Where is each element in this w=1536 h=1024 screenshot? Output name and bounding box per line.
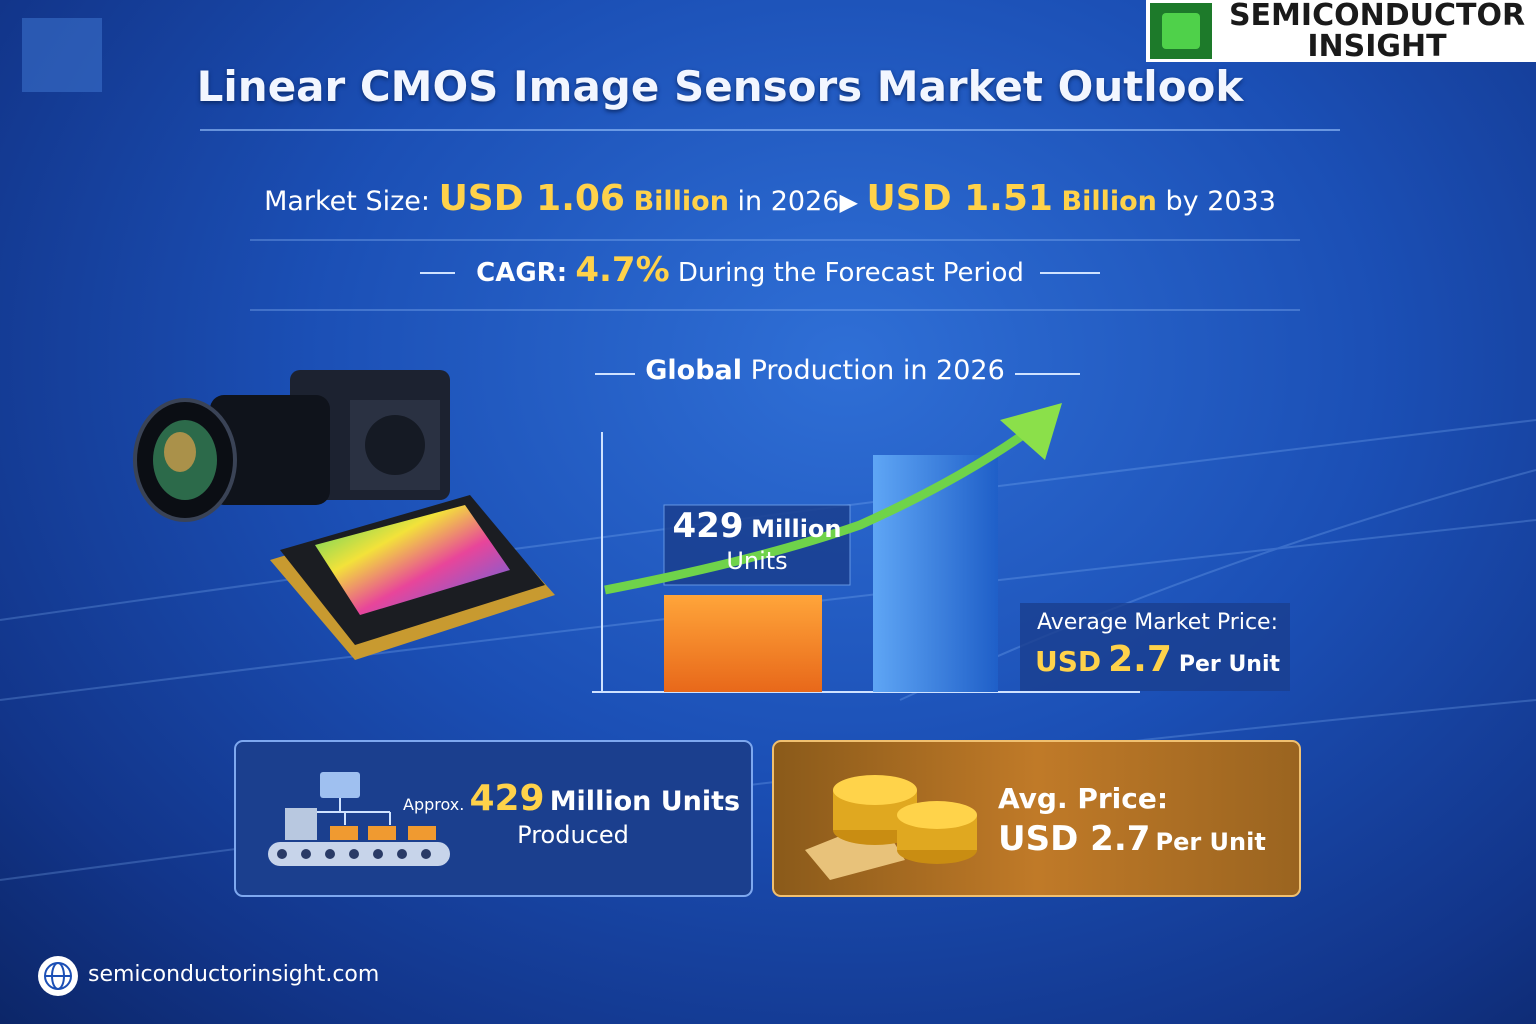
label: CAGR: — [476, 258, 568, 288]
heading-rest: Production in 2026 — [750, 355, 1005, 386]
market-size: Market Size: USD 1.06 Billion in 2026▶ U… — [180, 178, 1360, 219]
label: Average Market Price: — [1036, 610, 1279, 635]
value: USD 1.06 — [438, 178, 625, 219]
unit: Billion — [1061, 186, 1157, 217]
year: in 2026 — [737, 186, 840, 217]
prefix: Approx. — [403, 795, 465, 814]
unit: Million Units — [549, 786, 741, 817]
arrow: ▶ — [839, 188, 858, 216]
year: by 2033 — [1165, 186, 1276, 217]
corner-square — [22, 18, 102, 92]
unit: Billion — [633, 186, 729, 217]
cagr: CAGR: 4.7% During the Forecast Period — [440, 250, 1060, 290]
website-link[interactable]: semiconductorinsight.com — [88, 962, 380, 987]
unit: Per Unit — [1178, 652, 1281, 677]
caption: Produced — [517, 821, 629, 849]
value: USD 2.7 — [998, 819, 1151, 859]
coins-icon — [805, 775, 977, 880]
camera-illustration — [133, 370, 450, 522]
unit: Per Unit — [1155, 828, 1266, 856]
price-label-box: Average Market Price: USD 2.7 Per Unit — [1020, 610, 1295, 680]
sensor-chip-illustration — [270, 495, 555, 660]
label: Avg. Price: — [998, 782, 1169, 815]
value: USD 1.51 — [866, 178, 1053, 219]
production-chart-decor — [592, 403, 1290, 693]
value: 4.7% — [575, 250, 670, 290]
note: During the Forecast Period — [677, 258, 1024, 288]
logo-line: INSIGHT — [1307, 29, 1447, 64]
currency: USD — [1034, 645, 1102, 678]
title: Linear CMOS Image Sensors Market Outlook — [196, 62, 1244, 111]
card-units: Approx. 429 Million Units Produced — [403, 778, 743, 849]
number: 429 — [469, 778, 545, 819]
production-icon — [268, 772, 450, 866]
logo-text: SEMICONDUCTOR INSIGHT — [1218, 0, 1536, 62]
globe-icon — [44, 962, 72, 990]
number: 429 — [672, 506, 744, 546]
heading-bold: Global — [645, 355, 743, 386]
production-heading: Global Production in 2026 — [630, 355, 1020, 386]
logo-line: SEMICONDUCTOR — [1228, 0, 1526, 33]
unit-line: Units — [726, 547, 788, 575]
logo-icon — [1162, 13, 1200, 49]
label: Market Size: — [264, 186, 430, 217]
card-price: Avg. Price: USD 2.7 Per Unit — [998, 782, 1298, 859]
unit: Million — [751, 515, 842, 543]
value: 2.7 — [1108, 639, 1172, 680]
bar-label: 429 Million Units — [664, 509, 850, 577]
